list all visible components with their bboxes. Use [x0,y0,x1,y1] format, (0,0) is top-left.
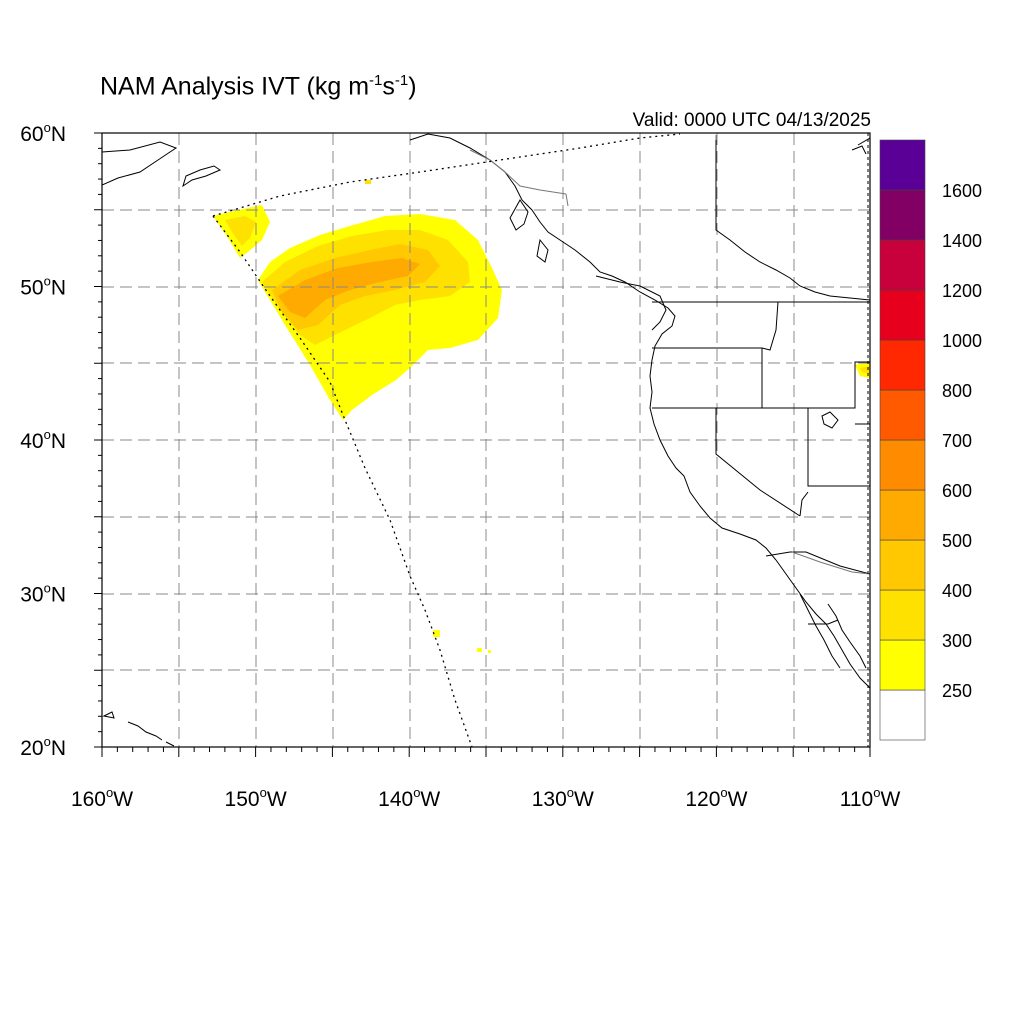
lat-label: 50oN [20,274,66,300]
valid-time-label: Valid: 0000 UTC 04/13/2025 [632,110,871,131]
lat-label: 20oN [20,734,66,760]
ivt-speck-1 [433,630,440,637]
lon-label: 120oW [685,785,747,811]
political-borders [652,301,870,625]
domain-boundary [212,133,681,747]
colorbar-label: 300 [942,631,972,651]
colorbar-label: 1400 [942,231,982,251]
colorbar-swatch [879,339,926,391]
lon-label: 150oW [225,785,287,811]
lon-label: 110oW [840,785,901,811]
colorbar-label: 700 [942,431,972,451]
colorbar-swatch [879,139,926,191]
ivt-speck-2 [477,648,482,652]
colorbar-label: 500 [942,531,972,551]
ivt-speck-3 [488,650,491,653]
colorbar-swatch [879,539,926,591]
lon-labels: 160oW 150oW 140oW 130oW 120oW 110oW [71,785,901,811]
colorbar-swatch [879,189,926,241]
tick-marks [94,132,871,757]
colorbar-label: 1600 [942,181,982,201]
colorbar-swatch [879,389,926,441]
colorbar-swatch [879,589,926,641]
colorbar-swatch [879,639,926,691]
ivt-patch-north-inner [225,216,256,246]
colorbar-swatch [879,239,926,291]
grid-lines [102,133,870,747]
lat-label: 30oN [20,581,66,607]
lon-label: 140oW [378,785,440,811]
ivt-speck-4 [365,180,371,184]
lon-label: 160oW [71,785,133,811]
colorbar-swatch [879,689,926,741]
colorbar-label: 1000 [942,331,982,351]
secondary-borders [469,135,870,575]
lat-label: 60oN [20,120,66,146]
coastlines [102,133,870,747]
colorbar-label: 600 [942,481,972,501]
colorbar-swatch [879,439,926,491]
colorbar-label: 1200 [942,281,982,301]
colorbar-label: 800 [942,381,972,401]
colorbar: 250 300 400 500 600 700 800 1000 1200 1400 1600 [879,139,982,741]
colorbar-label: 250 [942,681,972,701]
lat-label: 40oN [20,427,66,453]
map-title: NAM Analysis IVT (kg m-1s-1) [100,72,417,101]
ivt-plume-600 [278,258,420,318]
colorbar-swatch [879,289,926,341]
lat-labels: 60oN 50oN 40oN 30oN 20oN [20,120,66,760]
colorbar-label: 400 [942,581,972,601]
ivt-shading [213,180,870,653]
lon-label: 130oW [532,785,594,811]
colorbar-swatch [879,489,926,541]
